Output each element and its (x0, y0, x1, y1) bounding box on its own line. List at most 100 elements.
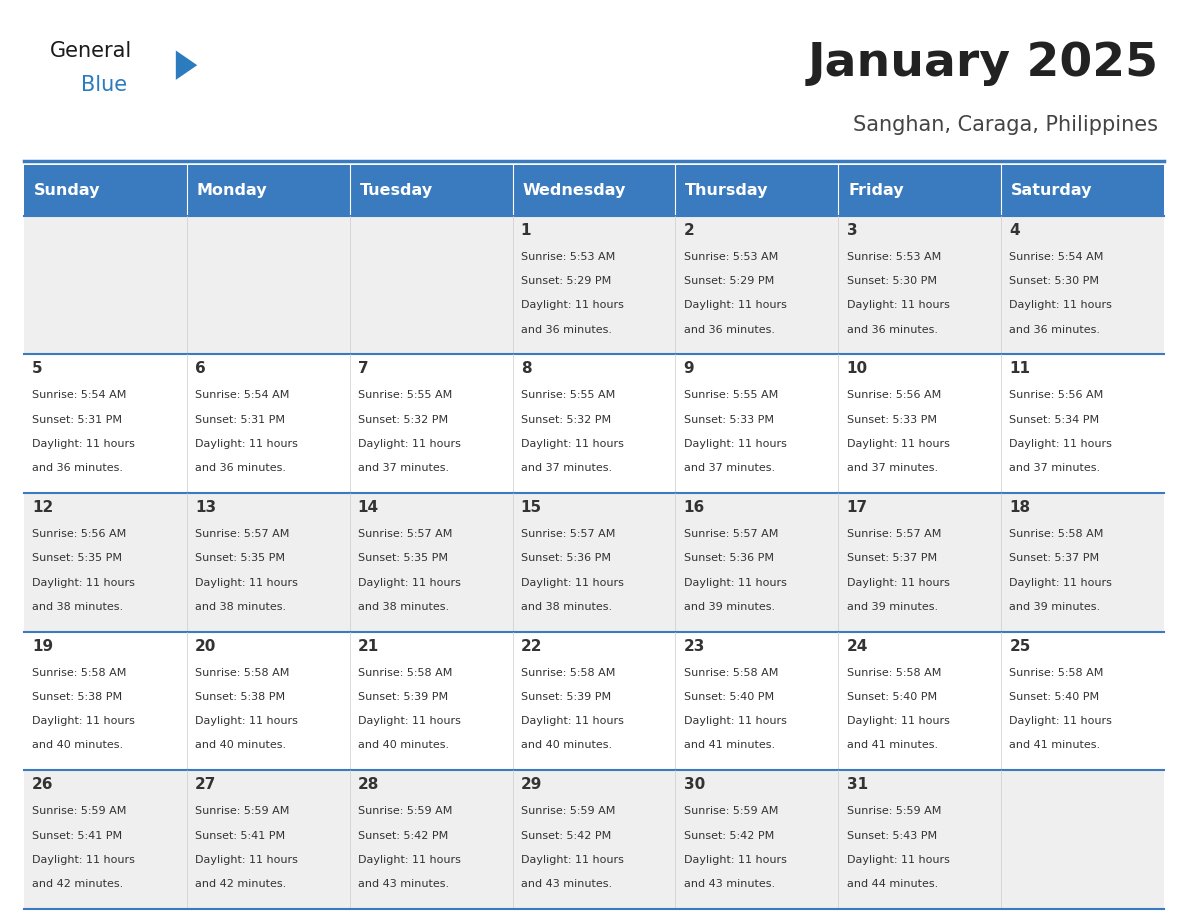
Text: Sunset: 5:42 PM: Sunset: 5:42 PM (358, 831, 448, 841)
Text: Sunset: 5:36 PM: Sunset: 5:36 PM (683, 554, 773, 564)
Text: Sunrise: 5:58 AM: Sunrise: 5:58 AM (520, 667, 615, 677)
Text: Sunrise: 5:54 AM: Sunrise: 5:54 AM (195, 390, 289, 400)
Text: 21: 21 (358, 639, 379, 654)
Text: January 2025: January 2025 (808, 41, 1158, 86)
Text: Daylight: 11 hours: Daylight: 11 hours (520, 439, 624, 449)
Text: Daylight: 11 hours: Daylight: 11 hours (683, 716, 786, 726)
Text: and 37 minutes.: and 37 minutes. (683, 464, 775, 473)
Text: Thursday: Thursday (685, 183, 769, 198)
Text: Sunset: 5:32 PM: Sunset: 5:32 PM (520, 415, 611, 425)
Text: Friday: Friday (848, 183, 904, 198)
Text: and 43 minutes.: and 43 minutes. (683, 879, 775, 889)
Text: Sunrise: 5:53 AM: Sunrise: 5:53 AM (683, 252, 778, 262)
Text: 26: 26 (32, 778, 53, 792)
Text: Daylight: 11 hours: Daylight: 11 hours (847, 439, 949, 449)
Text: Sunset: 5:35 PM: Sunset: 5:35 PM (358, 554, 448, 564)
Text: General: General (50, 41, 132, 62)
Text: Sunrise: 5:59 AM: Sunrise: 5:59 AM (520, 806, 615, 816)
Text: Blue: Blue (81, 75, 127, 95)
Text: Sunrise: 5:58 AM: Sunrise: 5:58 AM (358, 667, 453, 677)
Text: 13: 13 (195, 500, 216, 515)
Text: and 38 minutes.: and 38 minutes. (32, 602, 124, 611)
Text: Sunrise: 5:57 AM: Sunrise: 5:57 AM (683, 529, 778, 539)
Text: Sunrise: 5:58 AM: Sunrise: 5:58 AM (32, 667, 126, 677)
Polygon shape (176, 50, 197, 80)
Text: 3: 3 (847, 223, 858, 238)
Text: Daylight: 11 hours: Daylight: 11 hours (683, 577, 786, 588)
Text: 16: 16 (683, 500, 704, 515)
Text: Sunset: 5:40 PM: Sunset: 5:40 PM (847, 692, 936, 702)
Text: Daylight: 11 hours: Daylight: 11 hours (358, 439, 461, 449)
Bar (512, 165, 676, 216)
Text: Sunrise: 5:55 AM: Sunrise: 5:55 AM (520, 390, 615, 400)
Text: 5: 5 (32, 362, 43, 376)
Text: Sunrise: 5:56 AM: Sunrise: 5:56 AM (32, 529, 126, 539)
Text: 6: 6 (195, 362, 206, 376)
Text: Sunrise: 5:57 AM: Sunrise: 5:57 AM (520, 529, 615, 539)
Text: Sunset: 5:39 PM: Sunset: 5:39 PM (358, 692, 448, 702)
Text: 11: 11 (1010, 362, 1030, 376)
Text: and 44 minutes.: and 44 minutes. (847, 879, 937, 889)
Text: Daylight: 11 hours: Daylight: 11 hours (683, 439, 786, 449)
Text: and 37 minutes.: and 37 minutes. (1010, 464, 1100, 473)
Text: Sunrise: 5:58 AM: Sunrise: 5:58 AM (1010, 667, 1104, 677)
Text: 15: 15 (520, 500, 542, 515)
Text: Daylight: 11 hours: Daylight: 11 hours (195, 716, 298, 726)
Text: Sunrise: 5:59 AM: Sunrise: 5:59 AM (683, 806, 778, 816)
Text: Daylight: 11 hours: Daylight: 11 hours (520, 716, 624, 726)
Text: 27: 27 (195, 778, 216, 792)
Bar (676, 165, 839, 216)
Text: Sunset: 5:40 PM: Sunset: 5:40 PM (1010, 692, 1100, 702)
Bar (187, 165, 349, 216)
Text: Sunset: 5:42 PM: Sunset: 5:42 PM (683, 831, 773, 841)
Text: and 43 minutes.: and 43 minutes. (358, 879, 449, 889)
Text: Daylight: 11 hours: Daylight: 11 hours (358, 577, 461, 588)
Text: and 38 minutes.: and 38 minutes. (520, 602, 612, 611)
Text: Daylight: 11 hours: Daylight: 11 hours (847, 577, 949, 588)
Text: Sunset: 5:32 PM: Sunset: 5:32 PM (358, 415, 448, 425)
Text: Daylight: 11 hours: Daylight: 11 hours (520, 855, 624, 865)
Text: 19: 19 (32, 639, 53, 654)
Text: Daylight: 11 hours: Daylight: 11 hours (32, 855, 134, 865)
Text: and 37 minutes.: and 37 minutes. (358, 464, 449, 473)
Text: and 36 minutes.: and 36 minutes. (847, 325, 937, 334)
Text: Daylight: 11 hours: Daylight: 11 hours (32, 577, 134, 588)
Text: Daylight: 11 hours: Daylight: 11 hours (520, 577, 624, 588)
Bar (24, 770, 1164, 909)
Text: 8: 8 (520, 362, 531, 376)
Text: Daylight: 11 hours: Daylight: 11 hours (358, 716, 461, 726)
Text: Sunset: 5:29 PM: Sunset: 5:29 PM (520, 276, 611, 286)
Bar (349, 165, 512, 216)
Text: Sanghan, Caraga, Philippines: Sanghan, Caraga, Philippines (853, 115, 1158, 135)
Text: Sunset: 5:42 PM: Sunset: 5:42 PM (520, 831, 611, 841)
Text: Sunset: 5:29 PM: Sunset: 5:29 PM (683, 276, 773, 286)
Text: 29: 29 (520, 778, 542, 792)
Text: Sunrise: 5:54 AM: Sunrise: 5:54 AM (1010, 252, 1104, 262)
Text: and 43 minutes.: and 43 minutes. (520, 879, 612, 889)
Text: Daylight: 11 hours: Daylight: 11 hours (683, 855, 786, 865)
Bar (24, 354, 1164, 493)
Text: Sunrise: 5:58 AM: Sunrise: 5:58 AM (1010, 529, 1104, 539)
Text: and 36 minutes.: and 36 minutes. (195, 464, 286, 473)
Text: Sunset: 5:39 PM: Sunset: 5:39 PM (520, 692, 611, 702)
Text: Sunrise: 5:57 AM: Sunrise: 5:57 AM (195, 529, 289, 539)
Text: Daylight: 11 hours: Daylight: 11 hours (847, 716, 949, 726)
Text: Saturday: Saturday (1011, 183, 1093, 198)
Text: Daylight: 11 hours: Daylight: 11 hours (1010, 439, 1112, 449)
Bar (1001, 165, 1164, 216)
Text: 12: 12 (32, 500, 53, 515)
Text: Sunrise: 5:56 AM: Sunrise: 5:56 AM (1010, 390, 1104, 400)
Text: Sunset: 5:30 PM: Sunset: 5:30 PM (847, 276, 936, 286)
Text: and 36 minutes.: and 36 minutes. (683, 325, 775, 334)
Text: Sunset: 5:35 PM: Sunset: 5:35 PM (195, 554, 285, 564)
Text: 23: 23 (683, 639, 704, 654)
Text: Sunset: 5:41 PM: Sunset: 5:41 PM (195, 831, 285, 841)
Text: and 39 minutes.: and 39 minutes. (683, 602, 775, 611)
Text: Daylight: 11 hours: Daylight: 11 hours (1010, 577, 1112, 588)
Text: Sunset: 5:37 PM: Sunset: 5:37 PM (1010, 554, 1100, 564)
Bar (24, 632, 1164, 770)
Text: 9: 9 (683, 362, 694, 376)
Text: Sunset: 5:37 PM: Sunset: 5:37 PM (847, 554, 936, 564)
Text: 24: 24 (847, 639, 868, 654)
Text: Sunrise: 5:55 AM: Sunrise: 5:55 AM (683, 390, 778, 400)
